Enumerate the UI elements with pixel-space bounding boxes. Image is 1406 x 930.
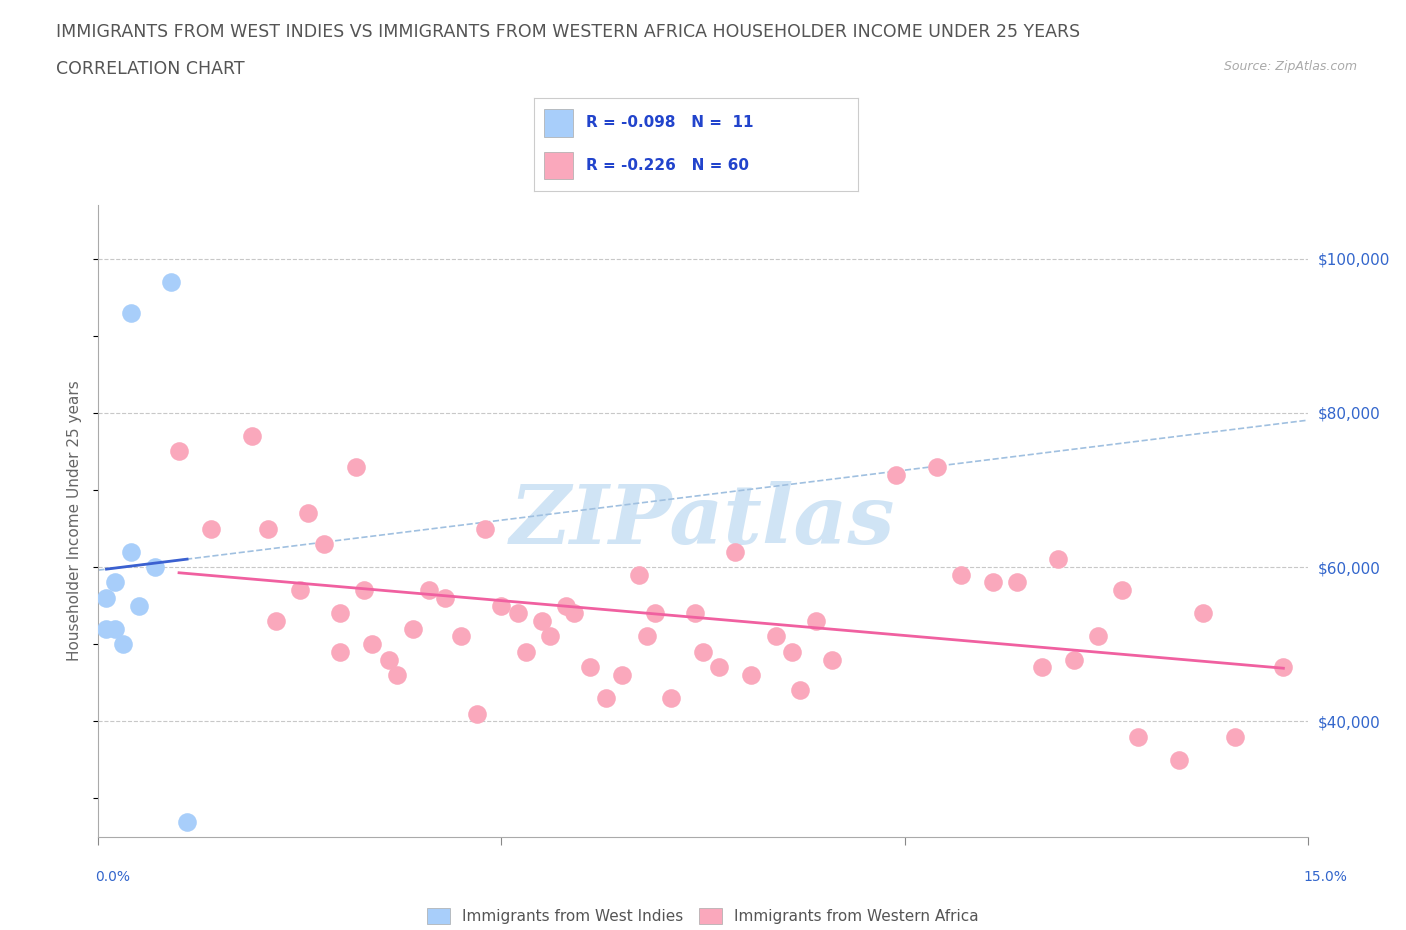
Point	[579, 660, 602, 675]
Point	[418, 583, 440, 598]
Point	[644, 606, 666, 621]
Bar	[544, 109, 574, 137]
Text: 15.0%: 15.0%	[1303, 870, 1347, 884]
Point	[465, 706, 488, 721]
Point	[385, 668, 408, 683]
Point	[143, 560, 166, 575]
Point	[538, 629, 561, 644]
Point	[103, 575, 125, 590]
Point	[240, 429, 263, 444]
Point	[120, 544, 142, 559]
Point	[96, 591, 118, 605]
Point	[1272, 660, 1295, 675]
Point	[200, 521, 222, 536]
Point	[1087, 629, 1109, 644]
Point	[297, 506, 319, 521]
Point	[434, 591, 457, 605]
Text: ZIPatlas: ZIPatlas	[510, 481, 896, 561]
Point	[402, 621, 425, 636]
Point	[160, 274, 183, 289]
Point	[595, 691, 617, 706]
Point	[562, 606, 585, 621]
Point	[765, 629, 787, 644]
Bar	[544, 152, 574, 179]
Point	[886, 467, 908, 482]
Point	[636, 629, 658, 644]
Point	[659, 691, 682, 706]
Point	[120, 305, 142, 320]
Point	[1167, 752, 1189, 767]
Point	[491, 598, 513, 613]
Point	[288, 583, 311, 598]
Text: IMMIGRANTS FROM WEST INDIES VS IMMIGRANTS FROM WESTERN AFRICA HOUSEHOLDER INCOME: IMMIGRANTS FROM WEST INDIES VS IMMIGRANT…	[56, 23, 1080, 41]
Point	[1223, 729, 1246, 744]
Point	[1046, 551, 1069, 566]
Point	[740, 668, 762, 683]
Point	[515, 644, 537, 659]
Point	[981, 575, 1004, 590]
Point	[264, 614, 287, 629]
Point	[111, 637, 134, 652]
Point	[361, 637, 384, 652]
Point	[1007, 575, 1029, 590]
Point	[314, 537, 336, 551]
Point	[96, 621, 118, 636]
Legend: Immigrants from West Indies, Immigrants from Western Africa: Immigrants from West Indies, Immigrants …	[422, 902, 984, 930]
Point	[103, 621, 125, 636]
Point	[344, 459, 367, 474]
Point	[683, 606, 706, 621]
Point	[692, 644, 714, 659]
Point	[789, 683, 811, 698]
Point	[724, 544, 747, 559]
Text: R = -0.098   N =  11: R = -0.098 N = 11	[586, 115, 754, 130]
Point	[128, 598, 150, 613]
Point	[450, 629, 472, 644]
Point	[780, 644, 803, 659]
Point	[1111, 583, 1133, 598]
Point	[530, 614, 553, 629]
Point	[804, 614, 827, 629]
Point	[707, 660, 730, 675]
Point	[506, 606, 529, 621]
Point	[176, 814, 198, 829]
Point	[627, 567, 650, 582]
Text: 0.0%: 0.0%	[96, 870, 131, 884]
Point	[555, 598, 578, 613]
Point	[1191, 606, 1213, 621]
Text: Source: ZipAtlas.com: Source: ZipAtlas.com	[1223, 60, 1357, 73]
Point	[329, 606, 352, 621]
Point	[329, 644, 352, 659]
Point	[377, 652, 399, 667]
Point	[1128, 729, 1150, 744]
Text: R = -0.226   N = 60: R = -0.226 N = 60	[586, 158, 749, 173]
Y-axis label: Householder Income Under 25 years: Householder Income Under 25 years	[67, 380, 83, 661]
Point	[612, 668, 634, 683]
Point	[949, 567, 972, 582]
Text: CORRELATION CHART: CORRELATION CHART	[56, 60, 245, 78]
Point	[1031, 660, 1053, 675]
Point	[474, 521, 496, 536]
Point	[353, 583, 375, 598]
Point	[1063, 652, 1085, 667]
Point	[925, 459, 948, 474]
Point	[167, 444, 190, 458]
Point	[821, 652, 844, 667]
Point	[256, 521, 278, 536]
